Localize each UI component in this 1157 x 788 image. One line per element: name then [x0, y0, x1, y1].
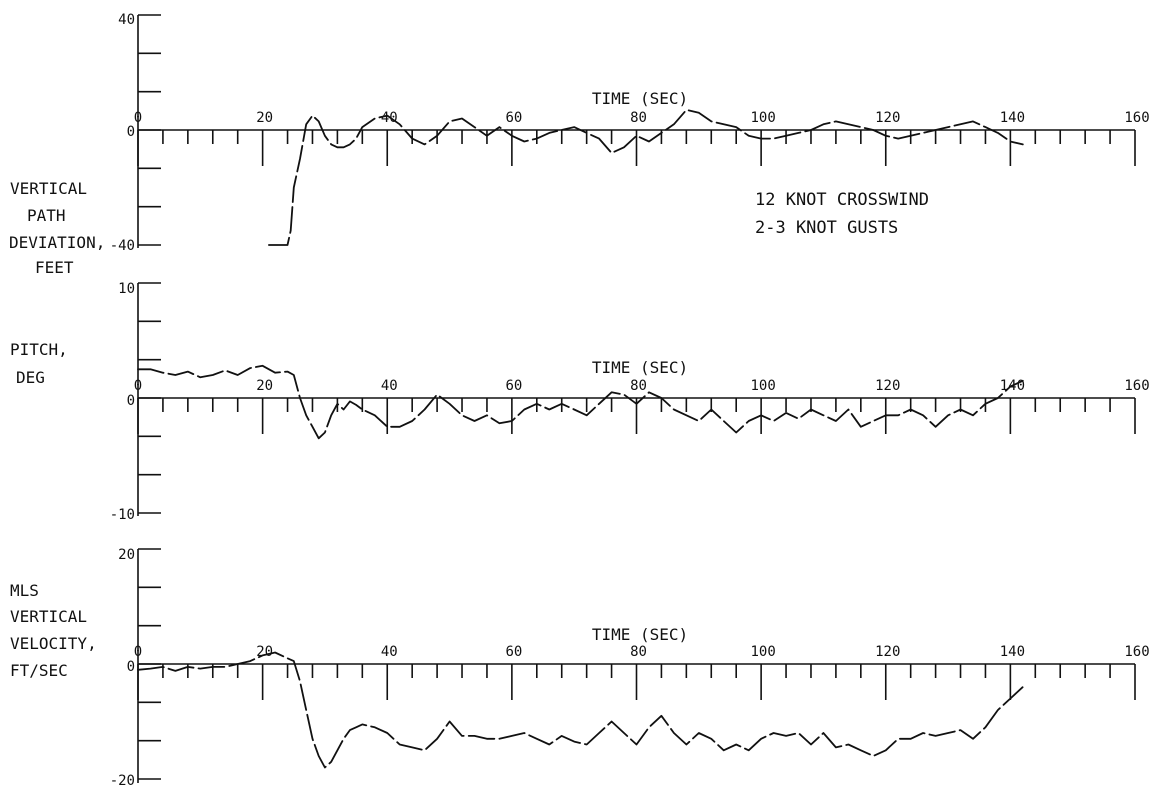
mls-vertical-velocity-panel: MLS VERTICAL VELOCITY, FT/SEC 20 0 -20 T…	[10, 547, 1150, 788]
data-trace	[267, 109, 1024, 246]
x-tick-label: 60	[505, 644, 522, 660]
x-tick-label: 160	[1124, 110, 1149, 126]
x-axis-title: TIME (SEC)	[592, 358, 688, 377]
x-tick-label: 80	[630, 378, 647, 394]
x-tick-label: 80	[630, 644, 647, 660]
crosswind-note: 12 KNOT CROSSWIND	[755, 190, 929, 210]
x-tick-label: 20	[256, 110, 273, 126]
x-tick-labels: 0 20 40 60 80 100 120 140 160	[134, 110, 1150, 126]
ylabel-line-3: VELOCITY,	[10, 634, 97, 653]
ylabel-line-4: FEET	[35, 258, 74, 277]
y-tick-label-top: 40	[118, 12, 135, 28]
x-axis-title: TIME (SEC)	[592, 625, 688, 644]
ylabel-line-1: MLS	[10, 581, 39, 600]
ylabel-line-2: PATH	[27, 206, 66, 225]
data-trace	[137, 364, 1024, 440]
x-tick-label: 60	[505, 110, 522, 126]
ylabel-line-2: VERTICAL	[10, 607, 87, 626]
x-tick-labels: 0 20 40 60 80 100 120 140 160	[134, 644, 1150, 660]
ylabel-line-2: DEG	[16, 368, 45, 387]
x-tick-label: 20	[256, 378, 273, 394]
x-tick-label: 0	[134, 644, 142, 660]
ylabel-line-3: DEVIATION,	[9, 233, 105, 252]
axes	[137, 548, 1136, 783]
pitch-panel: PITCH, DEG 10 0 -10 TIME (SEC) 0 20 40 60 80…	[10, 281, 1150, 523]
series-line	[137, 364, 1024, 440]
series-line	[267, 109, 1024, 246]
x-tick-label: 40	[381, 378, 398, 394]
y-tick-label-top: 20	[118, 547, 135, 563]
x-tick-label: 140	[1000, 644, 1025, 660]
y-tick-label-zero: 0	[127, 393, 135, 409]
ylabel-line-1: VERTICAL	[10, 179, 87, 198]
vertical-path-deviation-panel: VERTICAL PATH DEVIATION, FEET 40 0 -40 T…	[9, 12, 1150, 277]
x-tick-label: 120	[875, 110, 900, 126]
x-tick-label: 100	[750, 644, 775, 660]
x-tick-label: 100	[750, 110, 775, 126]
y-tick-label-bottom: -20	[110, 773, 135, 788]
x-tick-label: 120	[875, 644, 900, 660]
x-tick-label: 100	[750, 378, 775, 394]
gusts-note: 2-3 KNOT GUSTS	[755, 218, 898, 238]
data-trace	[137, 651, 1024, 769]
x-axis-title: TIME (SEC)	[592, 89, 688, 108]
series-line	[137, 651, 1024, 769]
x-tick-label: 0	[134, 378, 142, 394]
x-tick-label: 160	[1124, 378, 1149, 394]
x-tick-label: 120	[875, 378, 900, 394]
ylabel-line-4: FT/SEC	[10, 661, 68, 680]
y-tick-label-top: 10	[118, 281, 135, 297]
y-tick-label-bottom: -10	[110, 507, 135, 523]
axes	[137, 14, 1136, 248]
y-tick-label-zero: 0	[127, 124, 135, 140]
x-tick-label: 80	[630, 110, 647, 126]
x-tick-label: 60	[505, 378, 522, 394]
x-tick-label: 160	[1124, 644, 1149, 660]
x-tick-label: 140	[1000, 110, 1025, 126]
x-tick-label: 0	[134, 110, 142, 126]
x-tick-label: 40	[381, 644, 398, 660]
y-tick-label-zero: 0	[127, 659, 135, 675]
y-tick-label-bottom: -40	[110, 238, 135, 254]
x-tick-labels: 0 20 40 60 80 100 120 140 160	[134, 378, 1150, 394]
ylabel-line-1: PITCH,	[10, 340, 68, 359]
axes	[137, 282, 1136, 516]
